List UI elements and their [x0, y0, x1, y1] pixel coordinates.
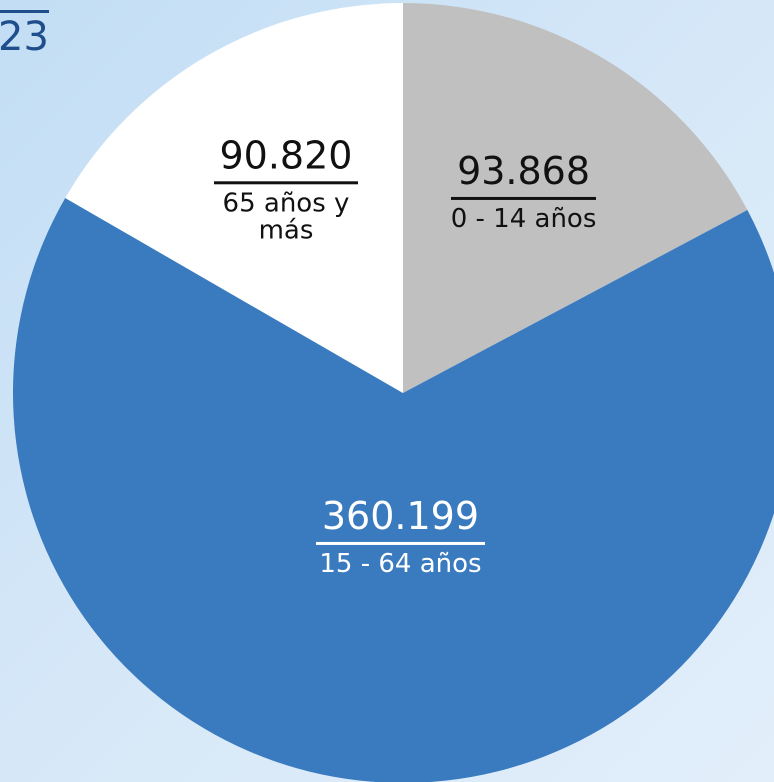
pie-slice [65, 3, 403, 393]
pie-slice [13, 198, 774, 782]
value-label: 360.199 [315, 495, 486, 546]
category-label: 65 años y más [222, 188, 350, 246]
slice-label: 360.199 15 - 64 años [300, 495, 500, 580]
annotation: 23 [0, 10, 49, 59]
value-label: 93.868 [451, 151, 597, 201]
slice-label: 93.868 0 - 14 años [424, 151, 624, 233]
category-label: 15 - 64 años [319, 549, 482, 580]
value-label: 90.820 [213, 135, 359, 185]
slice-label: 90.820 65 años y más [186, 135, 386, 246]
category-label: 0 - 14 años [450, 204, 597, 235]
